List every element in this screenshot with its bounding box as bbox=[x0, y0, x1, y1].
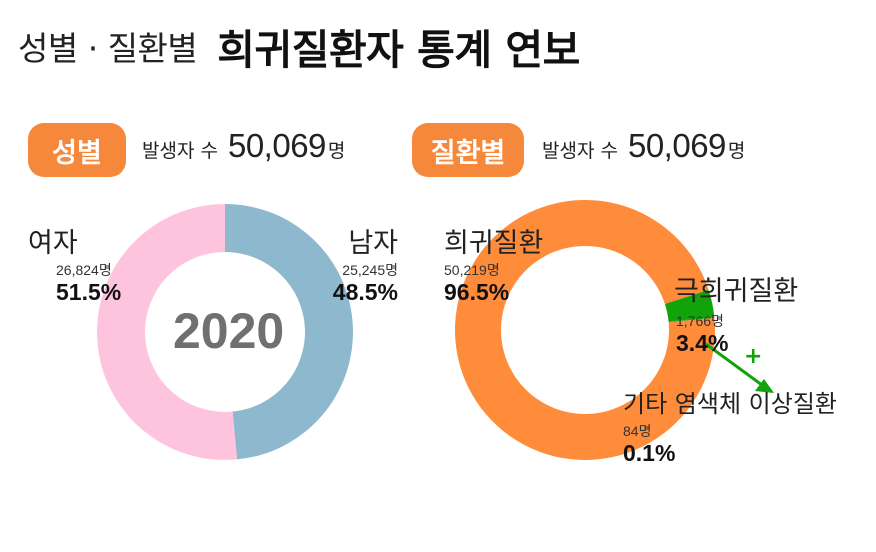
gender-stat-unit: 명 bbox=[327, 140, 346, 162]
rare-count: 50,219명 bbox=[444, 262, 500, 278]
disease-stat-label: 발생자 수 bbox=[542, 140, 618, 162]
donut-slice-male bbox=[225, 204, 354, 460]
plus-sign: + bbox=[744, 344, 763, 369]
other-label: 기타 염색체 이상질환 84명 0.1% bbox=[623, 392, 837, 465]
ultra-pct: 3.4% bbox=[676, 330, 729, 356]
gender-pill: 성별 bbox=[28, 123, 126, 177]
page-title: 희귀질환자 통계 연보 bbox=[217, 26, 580, 74]
disease-stat: 발생자 수 50,069 명 bbox=[542, 127, 745, 175]
female-pct: 51.5% bbox=[56, 279, 122, 305]
ultra-name: 극희귀질환 bbox=[674, 276, 799, 307]
female-name: 여자 bbox=[28, 228, 78, 259]
donut-slice-rare bbox=[455, 199, 715, 460]
callout-arrow-head bbox=[755, 379, 774, 393]
donut-slice-other bbox=[668, 316, 715, 323]
ultra-values: 1,766명 3.4% bbox=[676, 314, 728, 355]
rare-pct: 96.5% bbox=[444, 279, 510, 305]
donut-slice-female bbox=[97, 204, 238, 461]
disease-pill: 질환별 bbox=[412, 123, 524, 177]
male-pct: 48.5% bbox=[332, 279, 398, 305]
other-count: 84명 bbox=[623, 423, 652, 439]
ultra-label: 극희귀질환 bbox=[674, 278, 798, 305]
disease-stat-value: 50,069 bbox=[627, 127, 726, 164]
other-pct: 0.1% bbox=[623, 440, 676, 466]
gender-stat: 발생자 수 50,069 명 bbox=[142, 127, 345, 175]
gender-stat-value: 50,069 bbox=[227, 127, 326, 164]
disease-stat-unit: 명 bbox=[727, 140, 746, 162]
page-subtitle: 성별 · 질환별 bbox=[18, 29, 198, 68]
ultra-count: 1,766명 bbox=[676, 313, 724, 329]
female-count: 26,824명 bbox=[56, 262, 112, 278]
male-name: 남자 bbox=[348, 228, 398, 259]
male-label: 남자 25,245명 48.5% bbox=[318, 230, 398, 304]
callout-arrow-line bbox=[705, 342, 763, 387]
female-label: 여자 26,824명 51.5% bbox=[28, 230, 121, 304]
gender-stat-label: 발생자 수 bbox=[142, 140, 218, 162]
rare-label: 희귀질환 50,219명 96.5% bbox=[444, 230, 543, 304]
rare-name: 희귀질환 bbox=[444, 228, 544, 259]
male-count: 25,245명 bbox=[342, 262, 398, 278]
other-name: 기타 염색체 이상질환 bbox=[623, 390, 837, 418]
donut-center-year: 2020 bbox=[173, 303, 285, 359]
title-row: 성별 · 질환별 희귀질환자 통계 연보 bbox=[18, 14, 580, 78]
donut-slice-ultra bbox=[664, 289, 715, 322]
